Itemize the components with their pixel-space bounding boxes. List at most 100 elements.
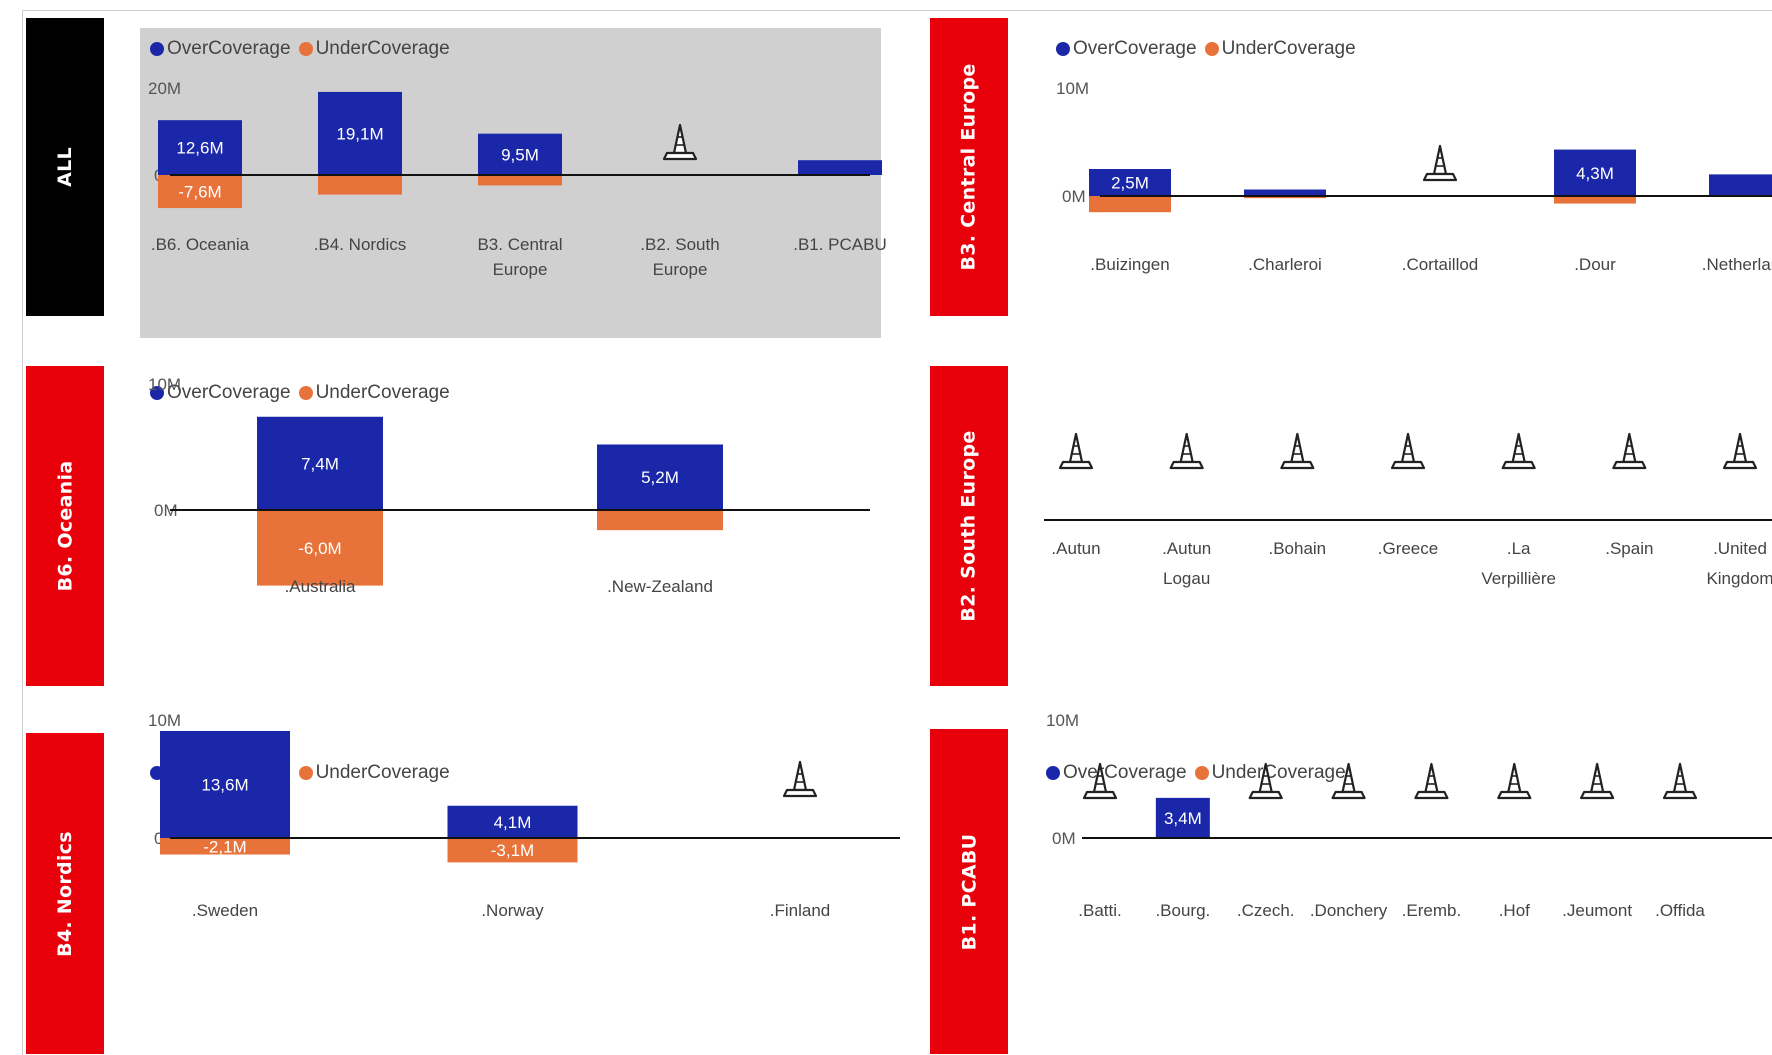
legend-item-under[interactable]: UnderCoverage <box>1194 762 1346 784</box>
legend-item-over[interactable]: OverCoverage <box>1046 762 1187 784</box>
chart-legend: OverCoverage UnderCoverage <box>1046 762 1354 784</box>
bar-overcoverage[interactable] <box>1554 149 1636 196</box>
legend-item-under[interactable]: UnderCoverage <box>298 762 450 784</box>
no-data-cone-icon <box>1497 762 1532 800</box>
data-label: 19,1M <box>336 124 383 143</box>
bar-overcoverage[interactable] <box>1709 174 1772 196</box>
category-label: .Hof <box>1499 901 1530 920</box>
category-label: Verpillière <box>1481 569 1556 588</box>
legend-item-over[interactable]: OverCoverage <box>150 38 291 60</box>
legend-item-under[interactable]: UnderCoverage <box>298 382 450 404</box>
data-label: 5,2M <box>641 468 679 487</box>
legend-swatch <box>1194 766 1209 780</box>
no-data-cone-icon <box>1390 432 1426 470</box>
panel-label-oceania[interactable]: B6. Oceania <box>26 366 104 686</box>
category-label: .Australia <box>285 577 356 596</box>
category-label: .Bohain <box>1268 539 1326 558</box>
no-data-cone-icon <box>1414 762 1449 800</box>
bar-overcoverage[interactable] <box>158 120 242 175</box>
legend-item-over[interactable]: OverCoverage <box>1056 38 1197 60</box>
y-tick-label: 0M <box>154 501 178 520</box>
chart-legend: OverCoverage UnderCoverage <box>1056 38 1364 60</box>
chart-south-europe[interactable]: .Autun .Autun Logau .Bohain .Greece .La Verpil… <box>1040 372 1772 692</box>
panel-label-text: B1. PCABU <box>958 833 980 950</box>
legend-swatch <box>150 386 164 400</box>
panel-label-nordics[interactable]: B4. Nordics <box>26 733 104 1054</box>
panel-label-text: B2. South Europe <box>958 430 980 622</box>
data-label: -3,1M <box>491 841 534 860</box>
bar-undercoverage[interactable] <box>1244 196 1326 199</box>
legend-item-under[interactable]: UnderCoverage <box>1204 38 1356 60</box>
panel-label-south-europe[interactable]: B2. South Europe <box>930 366 1008 686</box>
category-label: .B2. South <box>640 235 719 254</box>
no-data-cone-icon <box>1580 762 1615 800</box>
panel-label-all[interactable]: ALL <box>26 18 104 316</box>
chart-nordics[interactable]: OverCoverageUnderCoverage10M0M-2,1M13,6M… <box>140 711 900 1054</box>
legend-item-over[interactable]: OverCoverage <box>150 382 291 404</box>
bar-overcoverage[interactable] <box>1244 189 1326 196</box>
legend-label: UnderCoverage <box>315 38 450 59</box>
bar-overcoverage[interactable] <box>257 416 383 510</box>
bar-undercoverage[interactable] <box>257 510 383 586</box>
legend-label: UnderCoverage <box>315 382 450 403</box>
no-data-cone-icon <box>1422 144 1458 182</box>
category-label: .Batti. <box>1078 901 1121 920</box>
bar-undercoverage[interactable] <box>597 510 723 531</box>
no-data-cone-icon <box>1280 432 1315 470</box>
y-tick-label: 10M <box>1056 79 1089 98</box>
bar-overcoverage[interactable] <box>478 133 562 175</box>
chart-all[interactable]: OverCoverageUnderCoverage20M0M-7,6M12,6M… <box>140 28 887 338</box>
bar-overcoverage[interactable] <box>447 805 578 838</box>
category-label: .B1. PCABU <box>793 235 887 254</box>
category-label: .United <box>1713 539 1767 558</box>
no-data-cone-icon <box>1169 432 1204 470</box>
panel-label-pcabu[interactable]: B1. PCABU <box>930 729 1008 1054</box>
category-label: Europe <box>653 260 708 279</box>
panel-label-central-europe[interactable]: B3. Central Europe <box>930 18 1008 316</box>
bar-overcoverage[interactable] <box>597 444 723 510</box>
bar-undercoverage[interactable] <box>160 838 290 855</box>
category-label: .Eremb. <box>1402 901 1462 920</box>
panel-label-text: ALL <box>53 147 76 187</box>
no-data-cone-icon <box>1248 762 1283 800</box>
chart-central-europe[interactable]: OverCoverage UnderCoverage 10M 0M 2,5M .Buizi… <box>1040 28 1772 338</box>
category-label: .Dour <box>1574 255 1616 274</box>
category-label: .Autun <box>1162 539 1211 558</box>
bar-undercoverage[interactable] <box>318 175 402 195</box>
chart-svg: 10M 0M -6,0M 7,4M .Australia 5,2M .New-Zealand <box>148 375 870 596</box>
bar-undercoverage[interactable] <box>158 175 242 209</box>
category-label: .Netherlands <box>1702 255 1772 274</box>
category-label: .Donchery <box>1310 901 1388 920</box>
category-label: .Autun <box>1051 539 1100 558</box>
data-label: -7,6M <box>178 183 221 202</box>
data-label: 12,6M <box>176 139 223 158</box>
chart-oceania[interactable]: OverCoverage UnderCoverage 10M 0M -6,0M 7,4M.… <box>140 372 881 692</box>
bar-undercoverage[interactable] <box>478 175 562 186</box>
bar-overcoverage[interactable] <box>1089 169 1171 196</box>
category-label: .Spain <box>1605 539 1653 558</box>
bar-overcoverage[interactable] <box>160 731 290 838</box>
y-tick-label: 10M <box>148 375 181 394</box>
category-label: Kingdom <box>1706 569 1772 588</box>
chart-svg: 10M 0M 2,5M .Buizingen .Charleroi .Cortaillod… <box>1056 79 1772 274</box>
no-data-cone-icon <box>1331 762 1366 800</box>
bar-overcoverage[interactable] <box>318 91 402 175</box>
legend-swatch <box>298 42 313 56</box>
legend-label: UnderCoverage <box>1221 38 1356 59</box>
chart-pcabu[interactable]: OverCoverage UnderCoverage 10M 0M .Batti. 3,4… <box>1040 711 1772 1054</box>
bar-undercoverage[interactable] <box>447 838 578 863</box>
data-label: -6,0M <box>298 539 341 558</box>
no-data-cone-icon <box>1662 762 1698 800</box>
legend-label: UnderCoverage <box>315 762 450 783</box>
category-label: .Sweden <box>192 901 258 920</box>
dashboard-frame <box>22 10 1772 1055</box>
legend-item-under[interactable]: UnderCoverage <box>298 38 450 60</box>
bar-overcoverage[interactable] <box>798 160 882 175</box>
bar-undercoverage[interactable] <box>1554 196 1636 204</box>
bar-overcoverage[interactable] <box>1155 797 1210 838</box>
data-label: 2,5M <box>1111 174 1149 193</box>
category-label: .Charleroi <box>1248 255 1322 274</box>
chart-svg: 10M 0M .Batti. 3,4M .Bourg. .Czech. .Donchery.… <box>1046 711 1772 920</box>
bar-undercoverage[interactable] <box>1089 196 1171 213</box>
